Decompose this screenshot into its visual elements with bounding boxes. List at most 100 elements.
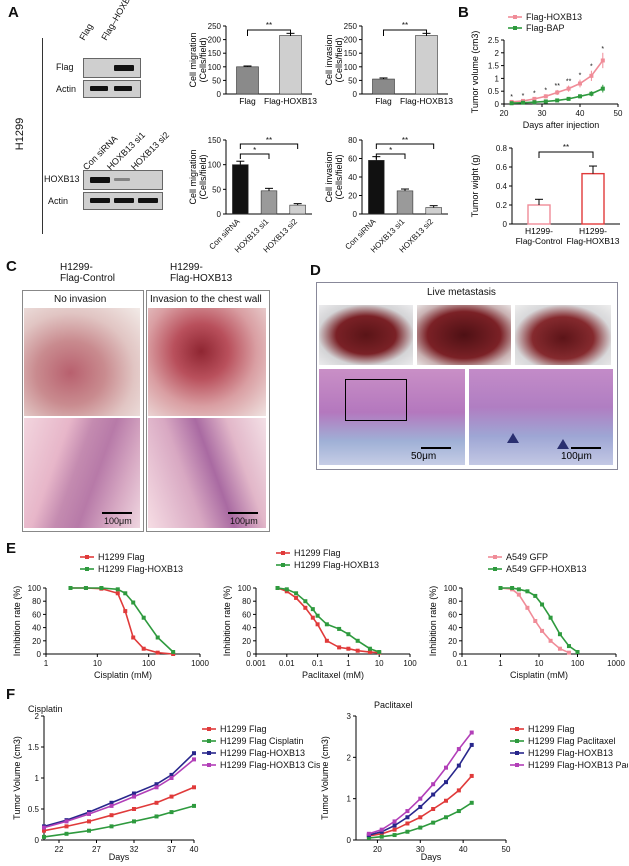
y-axis-label: Tumor Volume (cm3) [12,736,22,820]
photo-frame-left [22,290,144,532]
y-tick-label: 150 [208,49,222,58]
data-point [418,825,423,830]
caption-right: Invasion to the chest wall [150,294,262,305]
legend-label: H1299 Flag [98,552,145,562]
y-tick-label: 60 [448,610,457,619]
legend-marker [493,555,497,559]
bar [289,204,306,215]
data-point [532,96,537,101]
x-tick-label: 22 [55,845,64,854]
x-tick-label: 1 [498,659,503,668]
y-axis-label: Tumor Volume (cm3) [320,736,330,820]
data-point [377,650,382,655]
x-tick-label: 1 [44,659,49,668]
y-tick-label: 200 [344,36,358,45]
arrowhead-icon [507,433,519,443]
scale-label: 100μm [230,516,258,526]
data-point [566,86,571,91]
data-point [68,586,73,590]
x-tick-label: 0.01 [279,659,295,668]
data-point [444,765,448,770]
data-point [405,815,410,820]
legend-marker [515,751,519,755]
data-point [540,602,545,607]
y-tick-label: 0.5 [28,805,40,814]
x-tick-label: 1000 [191,659,209,668]
y-tick-label: 0.4 [496,182,508,191]
sig-label: * [544,87,547,94]
data-point [543,99,548,104]
liver-histology-1 [319,369,465,465]
data-point [284,587,289,592]
y-tick-label: 50 [212,76,221,85]
data-point [141,615,146,620]
chart-title: Paclitaxel [374,700,413,710]
data-point [600,58,605,63]
histology-control [24,418,140,528]
legend-label: Flag-HOXB13 [526,12,582,22]
x-axis-label: Days [421,852,442,862]
data-point [87,828,91,833]
data-point [418,804,423,809]
legend-marker [515,727,519,731]
data-point [589,91,594,96]
blot-actin-top [83,80,141,98]
group-title-right: H1299- Flag-HOXB13 [170,262,233,284]
series-line [368,744,473,836]
chart-e-paclitaxel-h1299: 0 20 40 60 80 100 0.001 0.01 0.1 1 10 100 Paclitaxel… [222,548,417,680]
data-point [169,794,174,799]
liver-photo-1 [319,305,413,365]
data-point [566,650,571,655]
y-tick-label: 50 [348,76,357,85]
data-point [533,593,538,598]
bar [260,190,278,215]
y-tick-label: 20 [32,637,41,646]
x-tick-label: H1299-Flag-Control [516,226,563,246]
data-point [405,821,410,826]
series-line [70,587,174,655]
bar [527,204,551,225]
y-tick-label: 20 [242,637,251,646]
y-tick-label: 100 [208,161,222,170]
x-tick-label: Flag [375,96,392,106]
y-tick-label: 50 [212,185,221,194]
y-tick-label: 1.5 [28,743,40,752]
sig-label: ** [266,21,272,30]
data-point [64,819,69,824]
data-point [303,605,308,610]
data-point [367,650,372,655]
y-tick-label: 100 [28,584,42,593]
x-tick-label: 30 [538,109,547,118]
data-point [346,632,351,637]
data-point [109,824,114,829]
data-point [355,648,360,653]
x-tick-label: 40 [576,109,585,118]
y-tick-label: 2 [347,753,352,762]
blot-flag [83,58,141,78]
y-tick-label: 60 [32,610,41,619]
x-tick-label: 32 [130,845,139,854]
data-point [498,586,503,590]
chart-e-cisplatin-h1299: 0 20 40 60 80 100 1 10 100 1000 Cisplatin (mM) Inhi… [12,552,209,680]
data-point [392,823,397,828]
caption-left: No invasion [54,294,107,305]
panel-label-e: E [6,540,17,557]
data-point [431,792,436,797]
legend-marker [493,567,497,571]
data-point [132,794,136,799]
x-tick-label: Flag-HOXB13 [264,96,317,106]
data-point [543,94,548,99]
data-point [405,809,410,814]
legend-marker [207,727,211,731]
blot-actin-bottom [83,192,163,210]
data-point [109,800,114,805]
bar [425,207,442,215]
y-tick-label: 1 [35,774,40,783]
y-tick-label: 0 [37,650,42,659]
y-axis-label: Inhibition rate (%) [222,586,232,657]
data-point [516,587,521,592]
histology-hoxb13 [148,418,266,528]
data-point [418,796,423,801]
